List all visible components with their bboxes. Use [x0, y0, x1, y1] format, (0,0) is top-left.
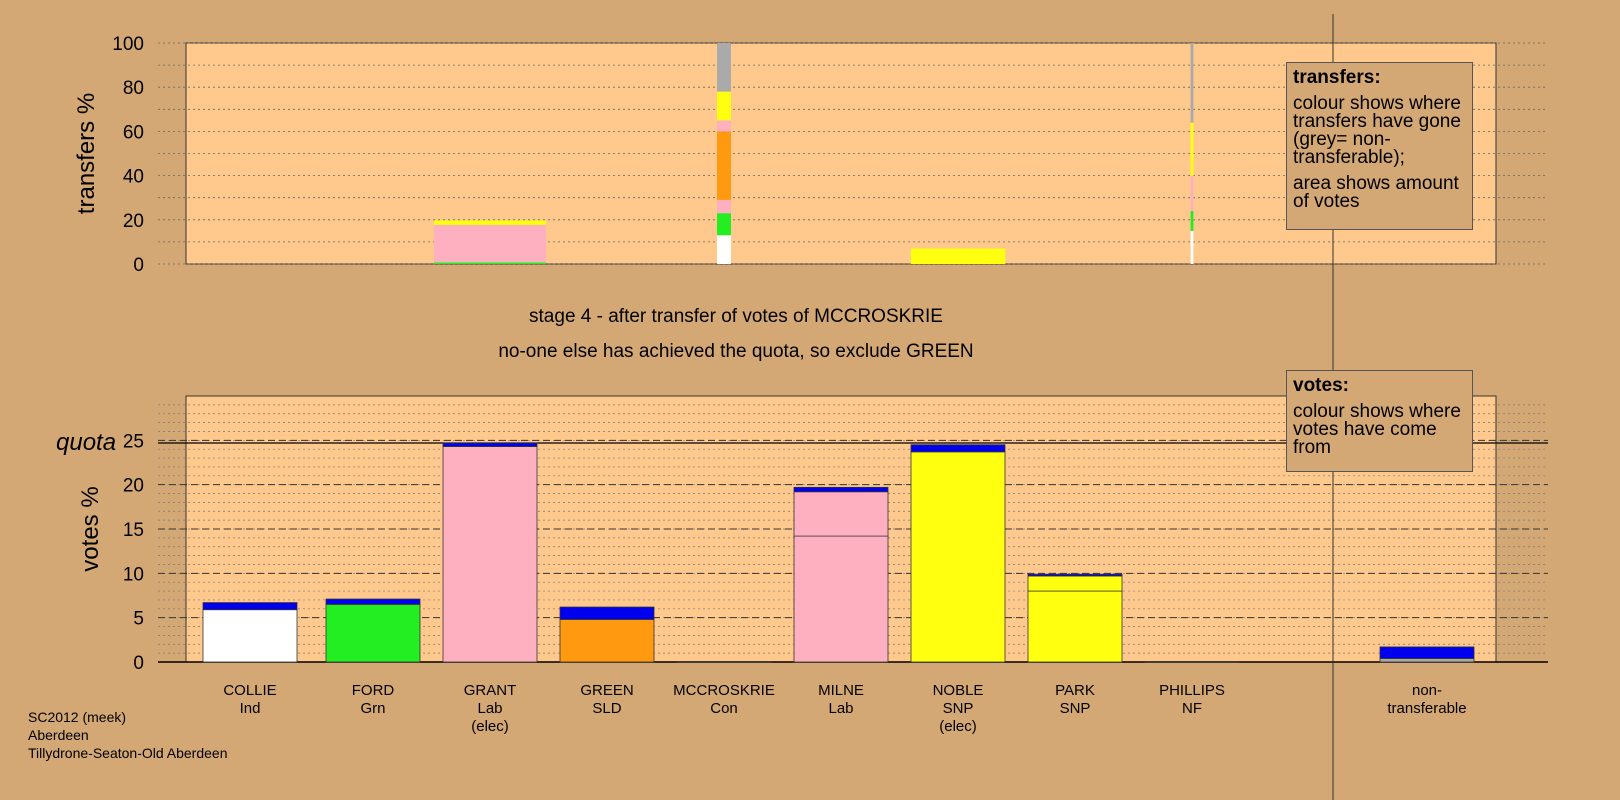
- vote-bar-mccroskrie: [676, 661, 772, 663]
- transfers-y-tick-label: 40: [123, 167, 144, 188]
- credit-council: Aberdeen: [28, 727, 89, 743]
- vote-bar-collie: [202, 602, 298, 611]
- transfer-segment-mccroskrie: [717, 199, 731, 214]
- transfer-segment-mccroskrie: [717, 213, 731, 236]
- transfers-legend-title: transfers:: [1293, 67, 1381, 88]
- transfers-legend-colour-text: colour shows where transfers have gone (…: [1293, 93, 1461, 168]
- credit-block: SC2012 (meek) Aberdeen Tillydrone-Seaton…: [28, 708, 228, 762]
- vote-bar-grant: [442, 446, 538, 663]
- vote-bar-grant: [442, 442, 538, 447]
- candidate-party-label: Con: [710, 700, 738, 717]
- candidate-party-label: SLD: [592, 700, 621, 717]
- transfer-segment-phillips: [1190, 175, 1194, 211]
- votes-y-tick-label: 25: [123, 431, 144, 452]
- vote-bar-phillips: [1144, 661, 1240, 663]
- candidate-party-label: Lab: [828, 700, 853, 717]
- transfer-segment-grant: [434, 262, 546, 264]
- vote-bar-park: [1027, 575, 1123, 592]
- vote-bar-green: [559, 619, 655, 663]
- vote-bar-milne: [793, 491, 889, 537]
- candidate-name-label: PARK: [1055, 682, 1095, 699]
- transfer-segment-phillips: [1190, 122, 1194, 176]
- transfers-y-tick-label: 80: [123, 78, 144, 99]
- transfer-segment-grant: [434, 220, 546, 225]
- candidate-name-label: FORD: [352, 682, 395, 699]
- votes-legend-title: votes:: [1293, 375, 1349, 396]
- transfer-segment-noble: [910, 248, 1006, 264]
- transfer-segment-mccroskrie: [717, 235, 731, 264]
- nontransferable-label-line1: non-: [1412, 682, 1442, 699]
- vote-bar-nontransferable: [1379, 658, 1475, 663]
- vote-bar-ford: [325, 603, 421, 663]
- transfers-y-axis-label: transfers %: [73, 93, 100, 214]
- vote-bar-nontransferable: [1379, 646, 1475, 659]
- transfer-segment-mccroskrie: [717, 120, 731, 132]
- transfers-y-tick-label: 0: [133, 255, 144, 276]
- credit-ward: Tillydrone-Seaton-Old Aberdeen: [28, 745, 228, 761]
- vote-bar-collie: [202, 609, 298, 663]
- candidate-party-label: SNP: [943, 700, 974, 717]
- votes-legend: votes: colour shows where votes have com…: [1286, 370, 1473, 472]
- transfer-segment-mccroskrie: [717, 91, 731, 121]
- candidate-name-label: NOBLE: [933, 682, 984, 699]
- transfer-segment-grant: [434, 224, 546, 263]
- vote-bar-ford: [325, 598, 421, 605]
- vote-bar-milne: [793, 535, 889, 663]
- transfer-segment-mccroskrie: [717, 131, 731, 200]
- transfers-y-tick-label: 60: [123, 122, 144, 143]
- transfer-segment-phillips: [1190, 210, 1194, 231]
- votes-y-tick-label: 0: [133, 653, 144, 674]
- candidate-party-label: NF: [1182, 700, 1202, 717]
- candidate-name-label: COLLIE: [223, 682, 276, 699]
- votes-y-axis-label: votes %: [77, 486, 104, 571]
- candidate-party-label: Grn: [360, 700, 385, 717]
- candidate-elected-label: (elec): [471, 718, 509, 735]
- transfers-y-tick-label: 100: [112, 34, 144, 55]
- candidate-name-label: GREEN: [580, 682, 633, 699]
- candidate-name-label: PHILLIPS: [1159, 682, 1225, 699]
- vote-bar-park: [1027, 573, 1123, 577]
- candidate-party-label: SNP: [1060, 700, 1091, 717]
- transfers-legend: transfers: colour shows where transfers …: [1286, 62, 1473, 230]
- vote-bar-park: [1027, 590, 1123, 663]
- quota-label: quota: [56, 429, 116, 456]
- nontransferable-label-line2: transferable: [1387, 700, 1466, 717]
- vote-bar-milne: [793, 486, 889, 493]
- decision-caption: no-one else has achieved the quota, so e…: [498, 341, 973, 362]
- stage-caption: stage 4 - after transfer of votes of MCC…: [529, 306, 943, 327]
- votes-y-tick-label: 5: [133, 609, 144, 630]
- candidate-party-label: Ind: [240, 700, 261, 717]
- candidate-party-label: Lab: [477, 700, 502, 717]
- transfer-segment-phillips: [1190, 43, 1194, 123]
- credit-source: SC2012 (meek): [28, 709, 127, 725]
- votes-legend-colour-text: colour shows where votes have come from: [1293, 401, 1461, 458]
- transfers-y-tick-label: 20: [123, 211, 144, 232]
- vote-bar-green: [559, 606, 655, 620]
- vote-bar-noble: [910, 451, 1006, 663]
- candidate-name-label: GRANT: [464, 682, 517, 699]
- votes-y-tick-label: 15: [123, 520, 144, 541]
- candidate-name-label: MILNE: [818, 682, 864, 699]
- vote-bar-noble: [910, 444, 1006, 453]
- transfers-legend-area-text: area shows amount of votes: [1293, 173, 1459, 212]
- votes-y-tick-label: 20: [123, 476, 144, 497]
- transfer-segment-mccroskrie: [717, 43, 731, 92]
- transfer-segment-phillips: [1190, 230, 1194, 264]
- votes-y-tick-label: 10: [123, 564, 144, 585]
- candidate-name-label: MCCROSKRIE: [673, 682, 775, 699]
- candidate-elected-label: (elec): [939, 718, 977, 735]
